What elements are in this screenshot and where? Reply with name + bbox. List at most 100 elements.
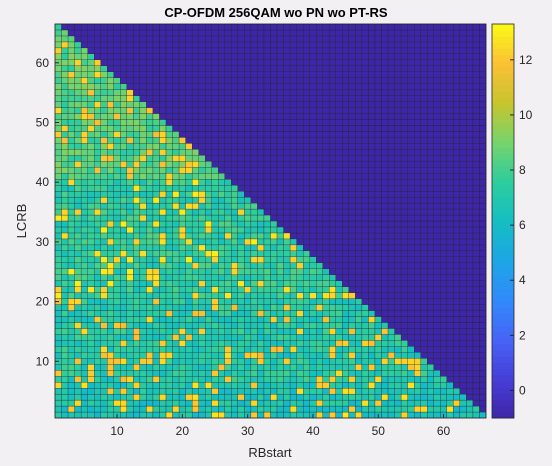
heatmap-cell — [302, 77, 310, 84]
heatmap-cell — [250, 149, 258, 156]
heatmap-cell — [309, 226, 317, 234]
heatmap-cell — [289, 352, 297, 359]
heatmap-cell — [322, 292, 330, 299]
heatmap-cell — [270, 35, 278, 43]
heatmap-cell — [191, 232, 199, 240]
heatmap-cell — [94, 250, 101, 257]
heatmap-cell — [342, 346, 350, 353]
heatmap-cell — [257, 399, 265, 407]
heatmap-cell — [479, 161, 487, 168]
heatmap-cell — [440, 364, 447, 371]
heatmap-cell — [107, 244, 114, 252]
heatmap-cell — [296, 387, 304, 395]
heatmap-cell — [387, 244, 395, 252]
heatmap-cell — [446, 196, 454, 204]
heatmap-cell — [420, 286, 428, 293]
heatmap-cell — [479, 387, 487, 395]
heatmap-cell — [355, 280, 363, 287]
heatmap-cell — [237, 179, 245, 186]
heatmap-cell — [67, 274, 75, 281]
heatmap-cell — [165, 220, 173, 228]
heatmap-cell — [472, 173, 480, 180]
heatmap-cell — [276, 214, 284, 222]
heatmap-cell — [231, 185, 239, 192]
heatmap-cell — [329, 340, 336, 347]
heatmap-cell — [283, 155, 291, 162]
heatmap-cell — [283, 256, 291, 263]
heatmap-cell — [113, 167, 121, 174]
heatmap-cell — [394, 179, 402, 186]
heatmap-cell — [257, 185, 265, 192]
heatmap-cell — [335, 41, 343, 49]
heatmap-cell — [446, 304, 454, 311]
heatmap-cell — [407, 393, 415, 401]
heatmap-cell — [152, 208, 160, 216]
heatmap-cell — [100, 77, 108, 84]
heatmap-cell — [191, 405, 199, 413]
heatmap-cell — [440, 29, 447, 37]
heatmap-cell — [185, 89, 193, 96]
heatmap-cell — [257, 41, 265, 49]
heatmap-cell — [185, 190, 193, 198]
heatmap-cell — [54, 77, 62, 84]
heatmap-cell — [387, 328, 395, 335]
heatmap-cell — [205, 334, 212, 341]
heatmap-cell — [172, 304, 180, 311]
heatmap-cell — [107, 149, 114, 156]
heatmap-cell — [94, 220, 101, 228]
heatmap-cell — [394, 226, 402, 234]
heatmap-cell — [394, 304, 402, 311]
heatmap-cell — [80, 393, 88, 401]
heatmap-cell — [479, 185, 487, 192]
heatmap-cell — [126, 179, 134, 186]
heatmap-cell — [302, 185, 310, 192]
heatmap-cell — [459, 89, 467, 96]
heatmap-cell — [296, 53, 304, 60]
heatmap-cell — [218, 292, 225, 299]
heatmap-cell — [237, 244, 245, 252]
heatmap-cell — [459, 53, 467, 60]
heatmap-cell — [466, 190, 474, 198]
heatmap-cell — [146, 376, 154, 383]
heatmap-cell — [348, 244, 356, 252]
heatmap-cell — [152, 95, 160, 102]
heatmap-cell — [172, 411, 180, 419]
heatmap-cell — [283, 286, 291, 293]
heatmap-cell — [420, 411, 428, 419]
heatmap-cell — [218, 250, 225, 257]
heatmap-cell — [74, 107, 82, 114]
heatmap-cell — [440, 202, 447, 210]
heatmap-cell — [440, 137, 447, 144]
heatmap-cell — [420, 399, 428, 407]
heatmap-cell — [296, 370, 304, 377]
heatmap-cell — [54, 107, 62, 114]
heatmap-cell — [198, 352, 206, 359]
heatmap-cell — [165, 346, 173, 353]
heatmap-cell — [387, 83, 395, 90]
heatmap-cell — [368, 113, 376, 120]
heatmap-cell — [440, 358, 447, 365]
heatmap-cell — [368, 125, 376, 132]
heatmap-cell — [191, 244, 199, 252]
heatmap-cell — [172, 250, 180, 257]
heatmap-cell — [146, 143, 154, 150]
heatmap-cell — [133, 244, 141, 252]
heatmap-cell — [231, 370, 239, 377]
heatmap-cell — [420, 107, 428, 114]
heatmap-cell — [126, 41, 134, 49]
heatmap-cell — [244, 268, 252, 275]
heatmap-cell — [178, 179, 186, 186]
heatmap-cell — [172, 167, 180, 174]
heatmap-cell — [394, 352, 402, 359]
heatmap-cell — [94, 274, 101, 281]
heatmap-cell — [205, 352, 212, 359]
heatmap-cell — [433, 244, 441, 252]
heatmap-cell — [479, 65, 487, 72]
heatmap-cell — [94, 59, 101, 66]
heatmap-cell — [178, 95, 186, 102]
heatmap-cell — [446, 47, 454, 55]
heatmap-cell — [309, 167, 317, 174]
heatmap-cell — [67, 101, 75, 108]
heatmap-cell — [276, 387, 284, 395]
heatmap-cell — [100, 370, 108, 377]
